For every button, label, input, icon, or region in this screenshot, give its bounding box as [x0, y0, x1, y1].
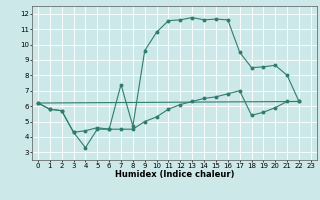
X-axis label: Humidex (Indice chaleur): Humidex (Indice chaleur): [115, 170, 234, 179]
